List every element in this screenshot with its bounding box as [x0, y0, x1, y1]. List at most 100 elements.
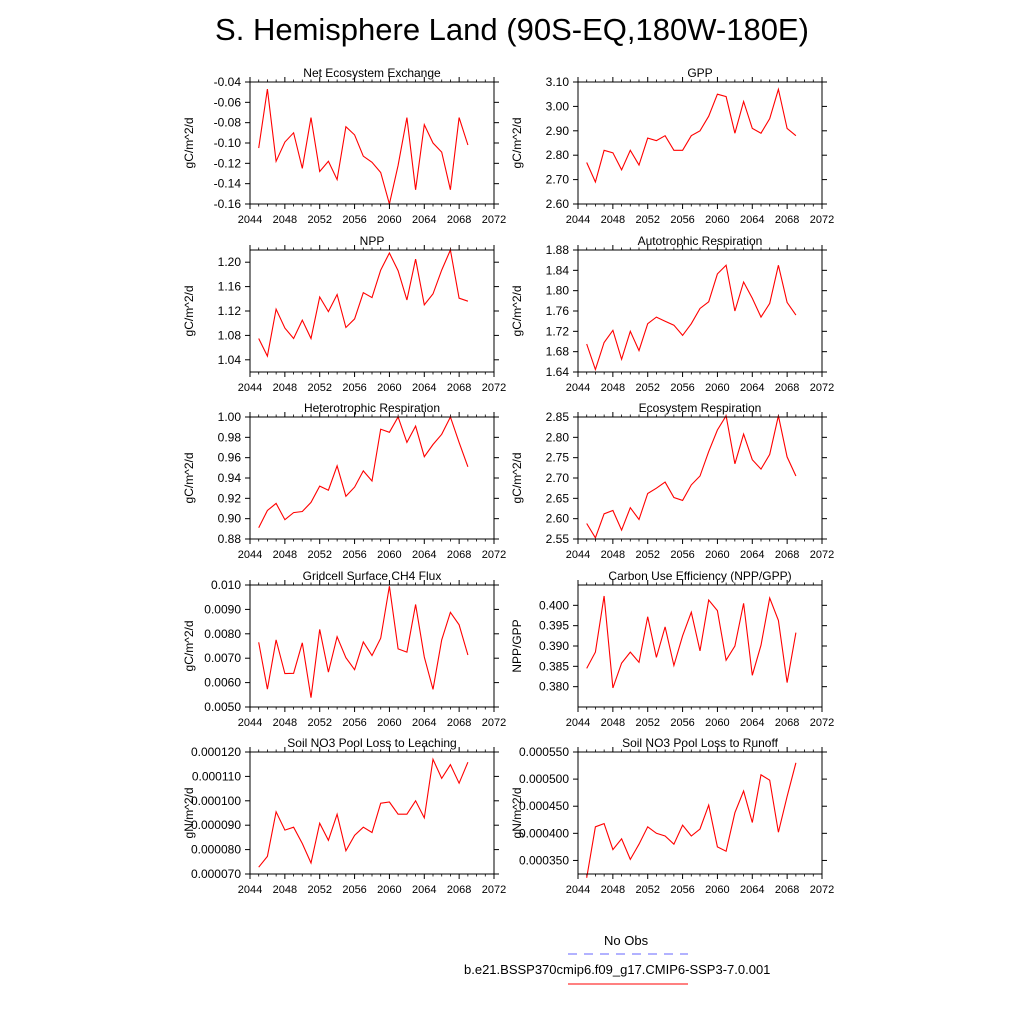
y-tick-label: 1.64 [546, 365, 570, 379]
chart-panel-8: Carbon Use Efficiency (NPP/GPP) 2044 2048 2… [510, 569, 834, 729]
x-tick-label: 2044 [566, 884, 590, 896]
y-tick-label: 1.20 [218, 255, 242, 269]
y-tick-label: -0.06 [214, 95, 242, 109]
y-tick-label: -0.14 [214, 177, 242, 191]
x-tick-label: 2072 [810, 884, 834, 896]
y-tick-label: 0.000550 [519, 745, 569, 759]
x-tick-label: 2052 [635, 884, 659, 896]
y-tick-label: 2.75 [546, 451, 570, 465]
x-tick-label: 2068 [775, 884, 799, 896]
y-tick-label: 0.88 [218, 532, 242, 546]
y-tick-label: 0.96 [218, 451, 242, 465]
y-tick-label: 0.385 [539, 659, 569, 673]
panel-title: Ecosystem Respiration [639, 401, 762, 415]
x-tick-label: 2056 [670, 884, 694, 896]
y-axis-title: gN/m^2/d [182, 788, 196, 839]
y-tick-label: 0.000450 [519, 799, 569, 813]
x-tick-label: 2060 [377, 717, 401, 729]
x-tick-label: 2048 [601, 717, 625, 729]
x-tick-label: 2048 [273, 717, 297, 729]
x-tick-label: 2044 [566, 549, 590, 561]
panel-title: Heterotrophic Respiration [304, 401, 440, 415]
y-tick-label: 1.16 [218, 280, 242, 294]
plot-frame [577, 751, 823, 875]
y-tick-label: 2.80 [546, 148, 570, 162]
x-tick-label: 2048 [273, 549, 297, 561]
y-tick-label: -0.16 [214, 197, 242, 211]
x-tick-label: 2068 [447, 884, 471, 896]
x-tick-label: 2060 [705, 549, 729, 561]
y-tick-label: 0.400 [539, 598, 569, 612]
x-tick-label: 2048 [601, 549, 625, 561]
panel-title: Autotrophic Respiration [638, 234, 763, 248]
plot-frame [249, 81, 495, 205]
y-tick-label: -0.10 [214, 136, 242, 150]
x-tick-label: 2056 [670, 717, 694, 729]
x-tick-label: 2064 [740, 382, 764, 394]
chart-panel-10: Soil NO3 Pool Loss to Runoff 2044 2048 2052… [510, 736, 834, 896]
x-tick-label: 2048 [601, 382, 625, 394]
x-tick-label: 2072 [810, 214, 834, 226]
y-axis-title: gC/m^2/d [182, 621, 196, 672]
plot-frame [577, 81, 823, 205]
x-tick-label: 2060 [377, 549, 401, 561]
chart-panel-1: Net Ecosystem Exchange 2044 2048 2052 2056 20… [182, 66, 506, 226]
y-tick-label: 0.98 [218, 430, 242, 444]
x-tick-label: 2060 [377, 214, 401, 226]
x-tick-label: 2064 [412, 549, 436, 561]
y-tick-label: -0.12 [214, 156, 242, 170]
x-tick-label: 2044 [566, 214, 590, 226]
y-tick-label: 1.00 [218, 410, 242, 424]
x-tick-label: 2064 [412, 382, 436, 394]
y-tick-label: 2.55 [546, 532, 570, 546]
x-tick-label: 2056 [670, 382, 694, 394]
x-tick-label: 2064 [740, 884, 764, 896]
panel-title: GPP [687, 66, 712, 80]
plot-frame [577, 249, 823, 373]
series-line [586, 762, 797, 878]
x-tick-label: 2056 [342, 549, 366, 561]
chart-panel-3: NPP 2044 2048 2052 2056 2060 2064 2068 2072 1.04 1… [182, 234, 506, 394]
x-tick-label: 2064 [412, 717, 436, 729]
chart-panel-9: Soil NO3 Pool Loss to Leaching 2044 2048 20… [182, 736, 506, 896]
x-tick-label: 2052 [307, 382, 331, 394]
plot-frame [249, 416, 495, 540]
x-tick-label: 2048 [273, 884, 297, 896]
x-tick-label: 2044 [238, 214, 262, 226]
x-tick-label: 2064 [412, 884, 436, 896]
x-tick-label: 2056 [670, 214, 694, 226]
y-tick-label: 1.84 [546, 263, 570, 277]
y-tick-label: 0.0080 [204, 627, 241, 641]
x-tick-label: 2060 [377, 382, 401, 394]
y-tick-label: 0.0060 [204, 676, 241, 690]
panel-title: Soil NO3 Pool Loss to Leaching [287, 736, 456, 750]
x-tick-label: 2072 [810, 549, 834, 561]
x-tick-label: 2048 [273, 382, 297, 394]
x-tick-label: 2052 [307, 717, 331, 729]
y-tick-label: 1.04 [218, 353, 242, 367]
y-tick-label: -0.04 [214, 75, 242, 89]
y-tick-label: 1.08 [218, 328, 242, 342]
y-tick-label: 0.92 [218, 491, 242, 505]
x-tick-label: 2068 [447, 717, 471, 729]
y-tick-label: 0.000100 [191, 794, 241, 808]
y-tick-label: 0.000080 [191, 843, 241, 857]
chart-panel-7: Gridcell Surface CH4 Flux 2044 2048 2052 205… [182, 569, 506, 729]
panel-title: NPP [360, 234, 385, 248]
series-line [586, 595, 797, 689]
x-tick-label: 2072 [482, 549, 506, 561]
x-tick-label: 2044 [566, 382, 590, 394]
x-tick-label: 2052 [307, 549, 331, 561]
series-line [258, 89, 469, 205]
y-tick-label: -0.08 [214, 116, 242, 130]
y-axis-title: gN/m^2/d [510, 788, 524, 839]
x-tick-label: 2068 [775, 214, 799, 226]
x-tick-label: 2068 [447, 214, 471, 226]
x-tick-label: 2044 [238, 717, 262, 729]
series-line [586, 264, 797, 372]
y-tick-label: 0.90 [218, 512, 242, 526]
x-tick-label: 2052 [307, 214, 331, 226]
x-tick-label: 2060 [705, 382, 729, 394]
x-tick-label: 2044 [238, 884, 262, 896]
